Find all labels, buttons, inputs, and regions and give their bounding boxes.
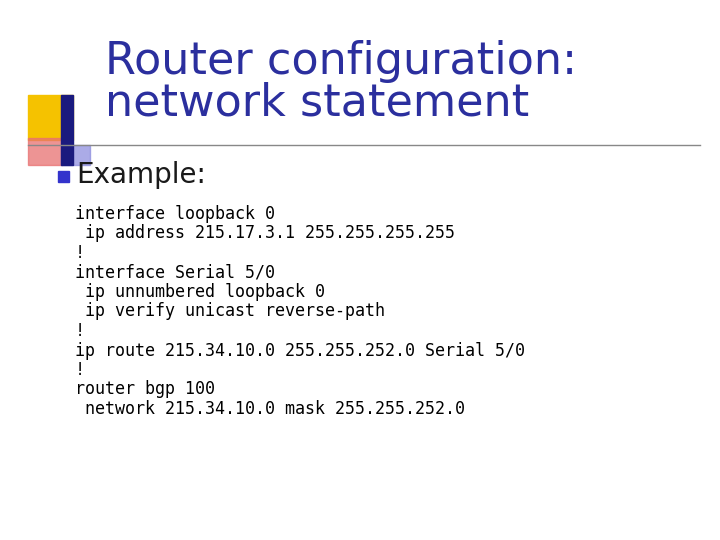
Bar <box>61 145 90 165</box>
Text: !: ! <box>75 244 85 262</box>
Text: ip verify unicast reverse-path: ip verify unicast reverse-path <box>75 302 385 321</box>
Text: !: ! <box>75 322 85 340</box>
Bar <box>28 95 73 140</box>
Bar <box>28 138 62 165</box>
Text: !: ! <box>75 361 85 379</box>
Text: Example:: Example: <box>76 161 206 189</box>
Text: network 215.34.10.0 mask 255.255.252.0: network 215.34.10.0 mask 255.255.252.0 <box>75 400 465 418</box>
Text: router bgp 100: router bgp 100 <box>75 381 215 399</box>
Text: ip route 215.34.10.0 255.255.252.0 Serial 5/0: ip route 215.34.10.0 255.255.252.0 Seria… <box>75 341 525 360</box>
Bar <box>58 171 69 182</box>
Text: network statement: network statement <box>105 82 529 125</box>
Text: interface loopback 0: interface loopback 0 <box>75 205 275 223</box>
Text: interface Serial 5/0: interface Serial 5/0 <box>75 264 275 281</box>
Text: ip unnumbered loopback 0: ip unnumbered loopback 0 <box>75 283 325 301</box>
Text: ip address 215.17.3.1 255.255.255.255: ip address 215.17.3.1 255.255.255.255 <box>75 225 455 242</box>
Bar <box>61 95 73 165</box>
Text: Router configuration:: Router configuration: <box>105 40 577 83</box>
